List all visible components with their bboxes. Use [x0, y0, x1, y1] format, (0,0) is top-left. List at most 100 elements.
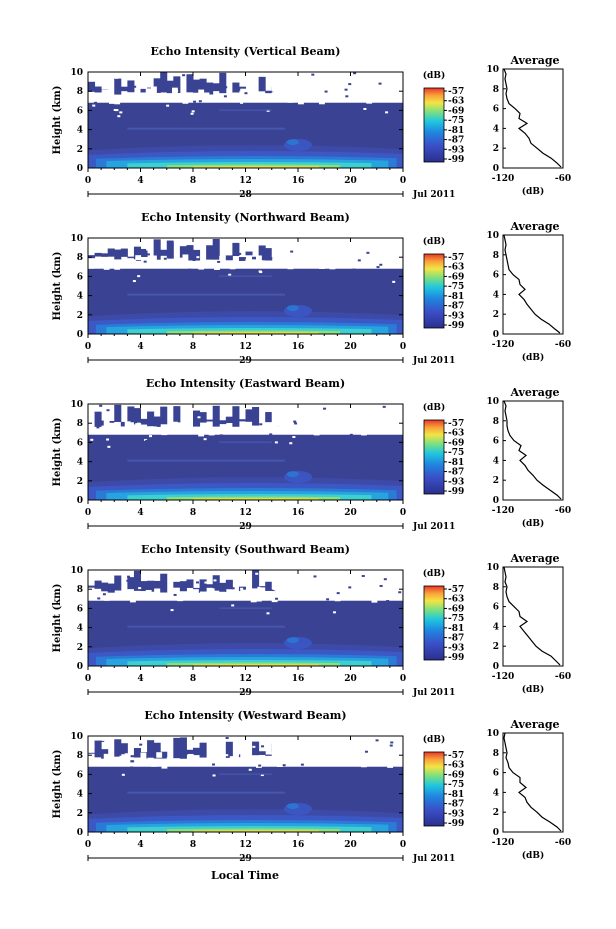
colorbar-tick-label: -99 [448, 487, 464, 497]
x-tick-label: 20 [344, 176, 357, 186]
average-x-label: (dB) [522, 352, 544, 363]
x-tick-label: 20 [344, 342, 357, 352]
y-axis-label: Height (km) [52, 252, 63, 321]
colorbar-tick-label: -63 [448, 263, 464, 273]
average-title: Average [509, 552, 559, 565]
y-tick-label: 8 [77, 751, 83, 761]
colorbar-tick-label: -69 [448, 106, 464, 116]
colorbar-tick-label: -99 [448, 653, 464, 663]
colorbar-tick-label: -57 [448, 585, 464, 595]
average-y-tick-label: 8 [493, 85, 499, 95]
colorbar-tick-label: -69 [448, 604, 464, 614]
y-tick-label: 6 [77, 438, 83, 448]
average-profile-line [503, 732, 562, 832]
average-title: Average [509, 718, 559, 731]
y-tick-label: 8 [77, 253, 83, 263]
average-x-label: (dB) [522, 850, 544, 861]
y-tick-label: 8 [77, 585, 83, 595]
colorbar-tick-label: -99 [448, 819, 464, 829]
x-tick-label: 8 [190, 508, 196, 518]
average-y-tick-label: 4 [493, 788, 499, 798]
x-tick-label: 0 [85, 674, 91, 684]
colorbar-tick-label: -75 [448, 780, 464, 790]
x-tick-label: 0 [400, 674, 406, 684]
y-tick-label: 4 [77, 624, 83, 634]
colorbar-tick-label: -81 [448, 458, 464, 468]
average-frame [502, 732, 564, 833]
average-profile-line [503, 68, 562, 168]
y-tick-label: 6 [77, 106, 83, 116]
y-tick-label: 2 [77, 145, 83, 155]
y-tick-label: 4 [77, 126, 83, 136]
bottom-x-axis-label: Local Time [211, 869, 279, 882]
x-tick-label: 20 [344, 508, 357, 518]
x-tick-label: 0 [85, 840, 91, 850]
colorbar-tick-label: -93 [448, 809, 464, 819]
x-tick-label: 4 [137, 508, 143, 518]
average-y-tick-label: 0 [493, 496, 499, 506]
average-x-tick-label: -120 [492, 174, 515, 184]
y-tick-label: 6 [77, 770, 83, 780]
y-tick-label: 10 [70, 234, 83, 244]
x-tick-label: 8 [190, 840, 196, 850]
month-year-label: Jul 2011 [412, 190, 455, 200]
colorbar-tick-label: -63 [448, 761, 464, 771]
panel-5: Echo Intensity (Westward Beam) 0 2 4 6 8 10 Hei… [52, 709, 571, 864]
colorbar-tick-label: -75 [448, 614, 464, 624]
average-y-tick-label: 8 [493, 583, 499, 593]
y-axis-label: Height (km) [52, 418, 63, 487]
y-tick-label: 8 [77, 419, 83, 429]
day-label: 29 [239, 854, 252, 864]
y-tick-label: 0 [77, 164, 83, 174]
y-tick-label: 0 [77, 828, 83, 838]
average-y-tick-label: 0 [493, 828, 499, 838]
y-tick-label: 10 [70, 400, 83, 410]
y-tick-label: 6 [77, 272, 83, 282]
colorbar-tick-label: -69 [448, 272, 464, 282]
colorbar-tick-label: -75 [448, 282, 464, 292]
average-y-tick-label: 2 [493, 476, 499, 486]
average-y-tick-label: 0 [493, 330, 499, 340]
average-title: Average [509, 386, 559, 399]
colorbar-tick-label: -63 [448, 97, 464, 107]
colorbar-tick-label: -93 [448, 643, 464, 653]
x-tick-label: 0 [400, 840, 406, 850]
y-tick-label: 4 [77, 458, 83, 468]
average-y-tick-label: 0 [493, 164, 499, 174]
x-tick-label: 12 [239, 508, 252, 518]
x-tick-label: 0 [85, 508, 91, 518]
month-year-label: Jul 2011 [412, 688, 455, 698]
x-tick-label: 16 [292, 674, 305, 684]
average-profile-line [503, 234, 561, 334]
month-year-label: Jul 2011 [412, 356, 455, 366]
colorbar-tick-label: -87 [448, 800, 464, 810]
day-label: 29 [239, 356, 252, 366]
average-x-tick-label: -60 [555, 838, 571, 848]
colorbar-tick-label: -69 [448, 438, 464, 448]
colorbar-tick-label: -75 [448, 116, 464, 126]
day-label: 29 [239, 688, 252, 698]
average-y-tick-label: 10 [486, 729, 499, 739]
x-tick-label: 16 [292, 508, 305, 518]
echo-heatmap [88, 570, 403, 666]
day-label: 29 [239, 522, 252, 532]
average-x-tick-label: -120 [492, 672, 515, 682]
average-y-tick-label: 2 [493, 642, 499, 652]
average-y-tick-label: 4 [493, 622, 499, 632]
average-y-tick-label: 2 [493, 310, 499, 320]
average-y-tick-label: 8 [493, 749, 499, 759]
colorbar [423, 253, 445, 329]
y-axis-label: Height (km) [52, 86, 63, 155]
colorbar-tick-label: -99 [448, 155, 464, 165]
x-tick-label: 20 [344, 840, 357, 850]
colorbar-tick-label: -57 [448, 87, 464, 97]
x-tick-label: 4 [137, 840, 143, 850]
colorbar-tick-label: -63 [448, 595, 464, 605]
x-tick-label: 0 [85, 176, 91, 186]
colorbar-tick-label: -75 [448, 448, 464, 458]
x-tick-label: 16 [292, 840, 305, 850]
colorbar-label: (dB) [423, 734, 445, 745]
colorbar-tick-label: -63 [448, 429, 464, 439]
panel-3: Echo Intensity (Eastward Beam) 0 2 4 6 8 10 Hei… [52, 377, 571, 532]
